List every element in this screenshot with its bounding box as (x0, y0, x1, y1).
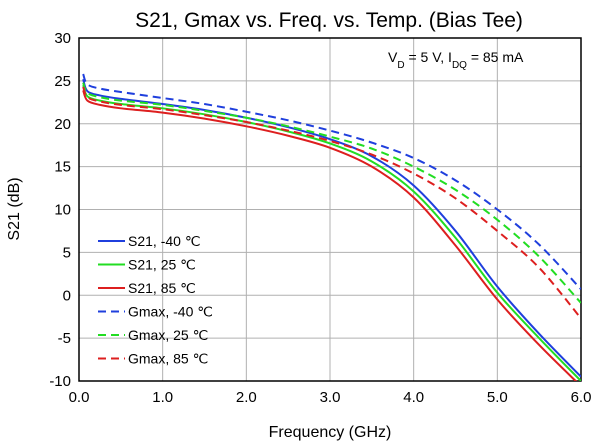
x-tick-label: 6.0 (571, 389, 592, 406)
legend-label-1: S21, 25 ℃ (128, 257, 196, 273)
y-tick-label: 5 (63, 244, 71, 261)
vd-label: V (388, 49, 398, 65)
idq-value: = 85 mA (467, 49, 524, 65)
vd-subscript: D (397, 60, 404, 71)
legend-label-3: Gmax, -40 ℃ (128, 304, 213, 320)
y-tick-label: 10 (54, 202, 71, 219)
y-tick-label: -5 (58, 330, 71, 347)
chart-title: S21, Gmax vs. Freq. vs. Temp. (Bias Tee) (135, 9, 523, 32)
y-tick-label: -10 (49, 373, 71, 390)
legend-label-0: S21, -40 ℃ (128, 233, 201, 249)
legend-label-4: Gmax, 25 ℃ (128, 327, 208, 343)
series-line-4 (82, 82, 581, 304)
series-line-2 (82, 89, 578, 381)
y-tick-label: 25 (54, 73, 71, 90)
legend: S21, -40 ℃ S21, 25 ℃ S21, 85 ℃ Gmax, -40 ℃ G… (98, 233, 213, 367)
x-tick-label: 4.0 (403, 389, 424, 406)
idq-subscript: DQ (452, 60, 467, 71)
legend-label-5: Gmax, 85 ℃ (128, 351, 208, 367)
x-tick-label: 0.0 (69, 389, 90, 406)
y-axis-label: S21 (dB) (6, 177, 23, 240)
vd-value: = 5 V, I (405, 49, 452, 65)
x-tick-label: 3.0 (320, 389, 341, 406)
plot-frame (78, 37, 582, 382)
y-tick-label: 30 (54, 30, 71, 47)
x-axis-label: Frequency (GHz) (269, 424, 392, 441)
x-tick-label: 1.0 (152, 389, 173, 406)
x-tick-label: 2.0 (236, 389, 257, 406)
legend-label-2: S21, 85 ℃ (128, 280, 196, 296)
x-tick-label: 5.0 (487, 389, 508, 406)
y-tick-label: 20 (54, 116, 71, 133)
y-tick-label: 15 (54, 159, 71, 176)
y-tick-labels: -10 -5 0 5 10 15 20 25 30 (49, 30, 71, 390)
series-lines (82, 73, 581, 381)
x-tick-labels: 0.0 1.0 2.0 3.0 4.0 5.0 6.0 (69, 389, 592, 406)
bias-condition-annotation: VD = 5 V, IDQ = 85 mA (388, 49, 524, 71)
series-line-5 (82, 86, 581, 320)
series-line-3 (82, 73, 581, 290)
y-tick-label: 0 (63, 287, 71, 304)
